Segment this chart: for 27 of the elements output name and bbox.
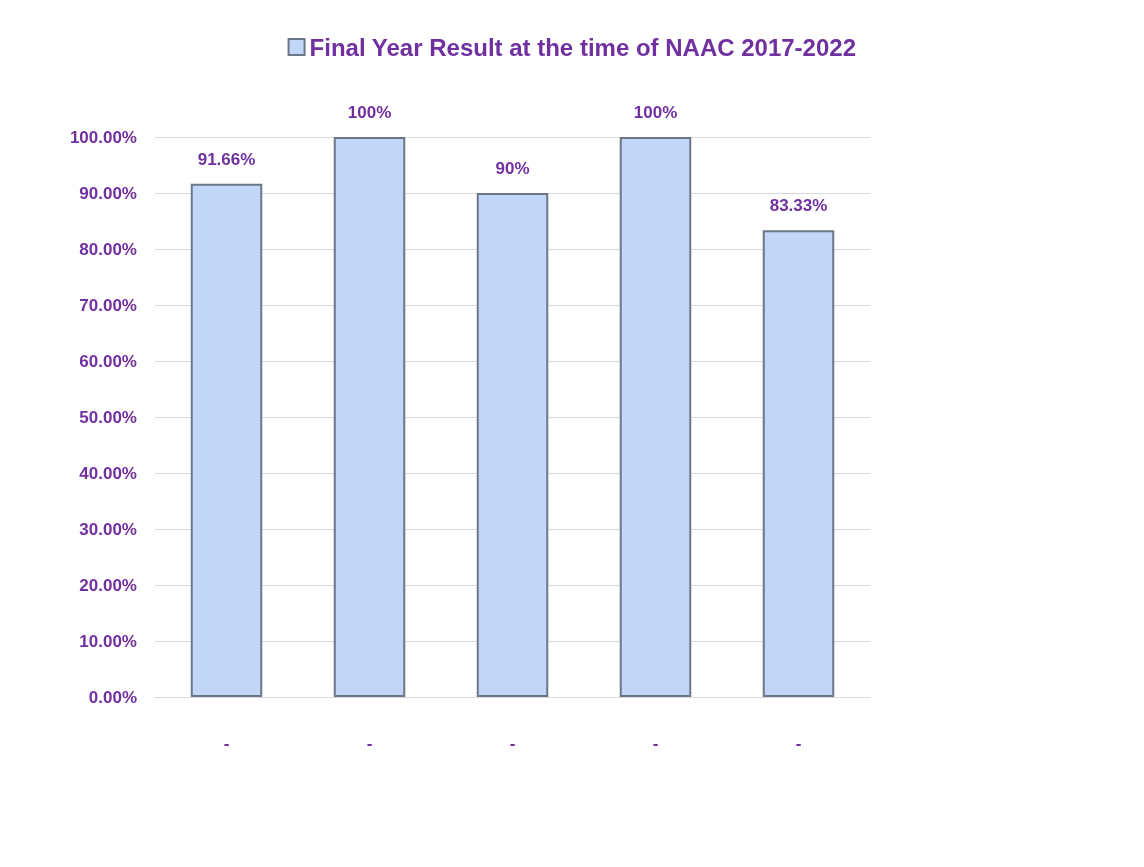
data-label: 90% bbox=[495, 159, 530, 178]
legend-label: Final Year Result at the time of NAAC 2017-2022 bbox=[309, 33, 856, 61]
data-label: 100% bbox=[633, 103, 678, 122]
bar bbox=[476, 193, 549, 697]
y-tick-label: 90.00% bbox=[79, 183, 137, 203]
y-tick-label: 100.00% bbox=[69, 127, 137, 147]
data-label: 100% bbox=[347, 103, 392, 122]
y-tick-label: 0.00% bbox=[88, 687, 137, 707]
x-tick-label: - bbox=[509, 734, 516, 753]
bar bbox=[762, 230, 835, 697]
bar bbox=[333, 137, 406, 697]
y-tick-label: 20.00% bbox=[79, 575, 137, 595]
y-tick-label: 60.00% bbox=[79, 351, 137, 371]
bar bbox=[190, 183, 263, 697]
x-tick-label: - bbox=[652, 734, 659, 753]
x-tick-label: - bbox=[366, 734, 373, 753]
y-tick-label: 70.00% bbox=[79, 295, 137, 315]
x-tick-label: - bbox=[795, 734, 802, 753]
y-tick-label: 80.00% bbox=[79, 239, 137, 259]
x-tick-label: - bbox=[223, 734, 230, 753]
data-label: 91.66% bbox=[197, 149, 256, 169]
y-tick-label: 50.00% bbox=[79, 407, 137, 427]
bar bbox=[619, 137, 692, 697]
data-label: 83.33% bbox=[769, 196, 828, 216]
y-tick-label: 40.00% bbox=[79, 463, 137, 483]
y-tick-label: 30.00% bbox=[79, 519, 137, 539]
y-tick-label: 10.00% bbox=[79, 631, 137, 651]
